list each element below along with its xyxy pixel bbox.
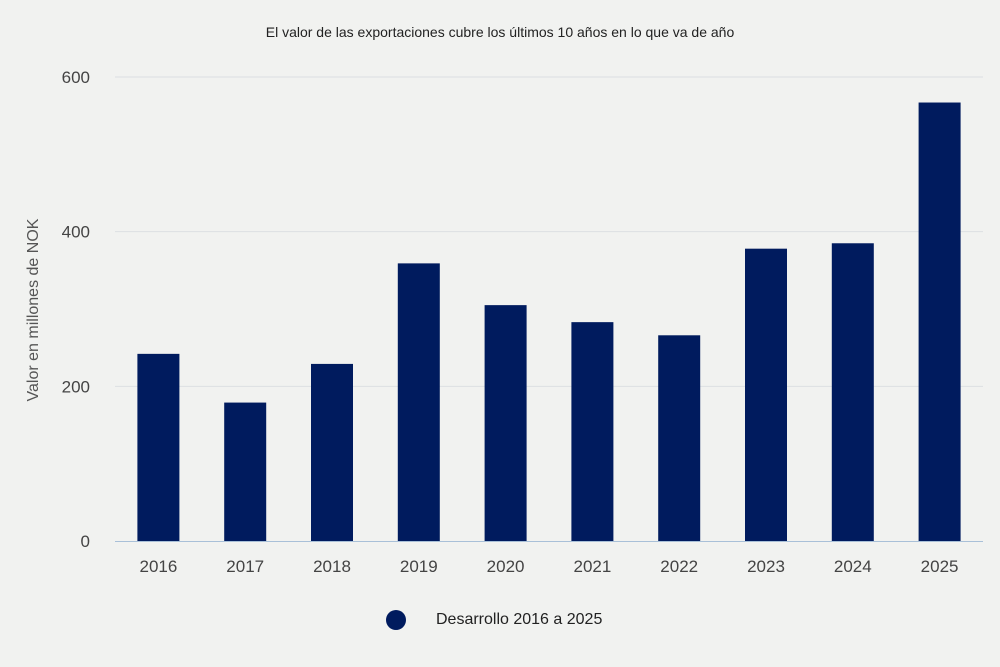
- x-tick-label: 2020: [487, 557, 525, 576]
- bar-2023[interactable]: [745, 248, 787, 541]
- legend-marker: [386, 610, 406, 630]
- x-tick-label: 2025: [921, 557, 959, 576]
- chart-title: El valor de las exportaciones cubre los …: [265, 24, 735, 40]
- x-tick-label: 2018: [313, 557, 351, 576]
- y-tick-label: 0: [81, 532, 90, 551]
- bar-2019[interactable]: [397, 263, 440, 541]
- y-tick-label: 200: [62, 377, 90, 396]
- x-tick-label: 2024: [834, 557, 872, 576]
- y-tick-label: 600: [62, 68, 90, 87]
- bar-2024[interactable]: [831, 243, 874, 541]
- bar-2021[interactable]: [571, 322, 614, 541]
- x-tick-label: 2023: [747, 557, 785, 576]
- x-tick-label: 2021: [573, 557, 611, 576]
- bar-2025[interactable]: [918, 102, 961, 542]
- x-tick-label: 2016: [139, 557, 177, 576]
- x-tick-label: 2017: [226, 557, 264, 576]
- legend[interactable]: Desarrollo 2016 a 2025: [386, 608, 602, 632]
- x-tick-label: 2022: [660, 557, 698, 576]
- bar-2016[interactable]: [137, 353, 180, 541]
- bar-2017[interactable]: [224, 402, 267, 541]
- bar-2022[interactable]: [658, 335, 701, 541]
- bar-2018[interactable]: [311, 363, 353, 541]
- y-tick-label: 400: [62, 223, 90, 242]
- x-tick-label: 2019: [400, 557, 438, 576]
- bar-2020[interactable]: [484, 305, 527, 541]
- legend-label: Desarrollo 2016 a 2025: [436, 611, 603, 628]
